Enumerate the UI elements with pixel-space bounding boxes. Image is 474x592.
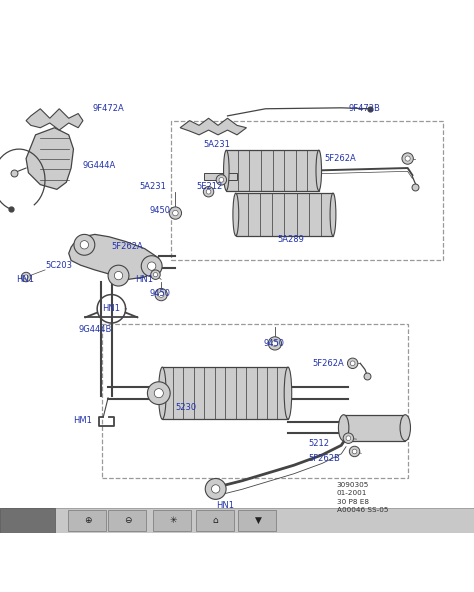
Circle shape <box>24 275 28 279</box>
Ellipse shape <box>330 193 336 236</box>
Circle shape <box>268 337 282 350</box>
Text: HN1: HN1 <box>17 275 35 284</box>
Polygon shape <box>26 109 83 130</box>
Circle shape <box>21 272 31 282</box>
Text: 5F262A: 5F262A <box>111 242 143 251</box>
Bar <box>108 510 146 531</box>
Circle shape <box>108 265 129 286</box>
Circle shape <box>352 449 357 454</box>
Text: ▼: ▼ <box>255 516 262 525</box>
Text: HN1: HN1 <box>102 304 120 313</box>
Circle shape <box>74 234 95 255</box>
Bar <box>238 510 276 531</box>
Text: 5230: 5230 <box>175 403 197 412</box>
Bar <box>344 415 405 441</box>
Text: 9G444B: 9G444B <box>78 324 111 334</box>
Text: 5A231: 5A231 <box>140 182 167 191</box>
Circle shape <box>347 358 358 369</box>
Text: 9F472B: 9F472B <box>348 104 380 113</box>
Circle shape <box>219 178 224 182</box>
Text: 9450: 9450 <box>263 339 284 348</box>
Circle shape <box>350 361 355 366</box>
Circle shape <box>349 446 360 456</box>
Text: ⌂: ⌂ <box>213 516 219 525</box>
Ellipse shape <box>284 367 292 419</box>
Text: 5E212: 5E212 <box>197 182 223 191</box>
Ellipse shape <box>316 150 321 191</box>
Ellipse shape <box>159 367 166 419</box>
Polygon shape <box>180 118 246 135</box>
Text: ⊕: ⊕ <box>84 516 91 525</box>
Circle shape <box>211 485 220 493</box>
Ellipse shape <box>224 150 229 191</box>
Text: 9450: 9450 <box>149 206 170 215</box>
Circle shape <box>346 436 351 440</box>
Polygon shape <box>26 128 73 189</box>
Circle shape <box>402 153 413 164</box>
Text: ⊖: ⊖ <box>124 516 132 525</box>
Ellipse shape <box>233 193 239 236</box>
Text: 5A289: 5A289 <box>277 234 304 244</box>
Circle shape <box>216 175 227 185</box>
Polygon shape <box>204 173 237 180</box>
Circle shape <box>147 382 170 404</box>
Text: 9F472A: 9F472A <box>92 104 124 113</box>
Bar <box>162 367 288 419</box>
Circle shape <box>151 270 160 279</box>
Circle shape <box>405 156 410 161</box>
Bar <box>0 509 474 533</box>
Circle shape <box>155 288 167 301</box>
Text: ✳: ✳ <box>169 516 177 525</box>
Text: 9G444A: 9G444A <box>83 161 116 170</box>
Text: HN1: HN1 <box>135 275 153 284</box>
Circle shape <box>173 210 178 216</box>
Bar <box>196 510 234 531</box>
Bar <box>0 509 55 533</box>
Bar <box>153 510 191 531</box>
Circle shape <box>80 240 89 249</box>
Circle shape <box>147 262 156 271</box>
Circle shape <box>343 433 354 443</box>
Circle shape <box>158 292 164 297</box>
Text: HM1: HM1 <box>73 416 92 424</box>
Circle shape <box>141 256 162 276</box>
Text: 5F262A: 5F262A <box>313 359 345 368</box>
Text: 3090305
01-2001
30 P8 E8
A00046 SS-05: 3090305 01-2001 30 P8 E8 A00046 SS-05 <box>337 482 388 513</box>
Polygon shape <box>69 234 159 279</box>
Bar <box>102 324 408 478</box>
Text: 5A231: 5A231 <box>204 140 231 149</box>
Circle shape <box>114 272 123 280</box>
Bar <box>236 193 333 236</box>
Bar <box>68 510 106 531</box>
Text: 5F262B: 5F262B <box>308 453 340 462</box>
Text: HN1: HN1 <box>216 501 234 510</box>
Text: 5212: 5212 <box>308 439 329 448</box>
Text: 9450: 9450 <box>149 289 170 298</box>
Bar <box>226 150 319 191</box>
Bar <box>171 121 443 260</box>
Circle shape <box>272 340 278 346</box>
Circle shape <box>169 207 182 219</box>
Circle shape <box>206 189 211 194</box>
Text: 5C203: 5C203 <box>45 260 72 270</box>
Circle shape <box>205 478 226 499</box>
Circle shape <box>154 388 164 398</box>
Ellipse shape <box>400 415 410 441</box>
Circle shape <box>153 272 157 277</box>
Circle shape <box>203 186 214 197</box>
Text: 5F262A: 5F262A <box>325 154 356 163</box>
Ellipse shape <box>338 415 349 441</box>
